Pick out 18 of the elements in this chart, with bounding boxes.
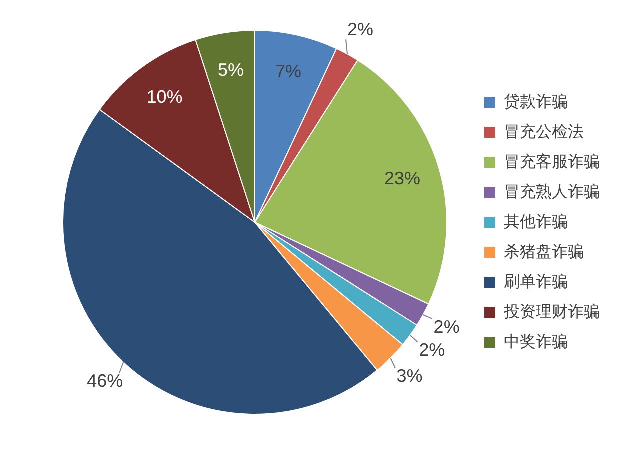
data-label: 7% — [276, 62, 302, 82]
data-label: 10% — [146, 87, 183, 108]
legend-label: 中奖诈骗 — [504, 332, 568, 351]
legend-label: 冒充熟人诈骗 — [504, 182, 600, 201]
legend-label: 其他诈骗 — [504, 212, 568, 231]
data-label: 2% — [347, 20, 374, 40]
data-label: 2% — [419, 340, 446, 360]
legend-label: 贷款诈骗 — [504, 92, 568, 111]
legend-label: 杀猪盘诈骗 — [504, 242, 584, 261]
data-label: 5% — [218, 60, 244, 80]
data-label: 46% — [87, 371, 124, 392]
legend-label: 投资理财诈骗 — [503, 302, 600, 321]
data-label: 3% — [396, 366, 423, 386]
data-label: 2% — [434, 316, 460, 337]
legend-label: 刷单诈骗 — [504, 272, 568, 291]
legend-label: 冒充公检法 — [504, 122, 584, 141]
data-label: 23% — [384, 168, 421, 189]
legend-label: 冒充客服诈骗 — [504, 152, 600, 171]
